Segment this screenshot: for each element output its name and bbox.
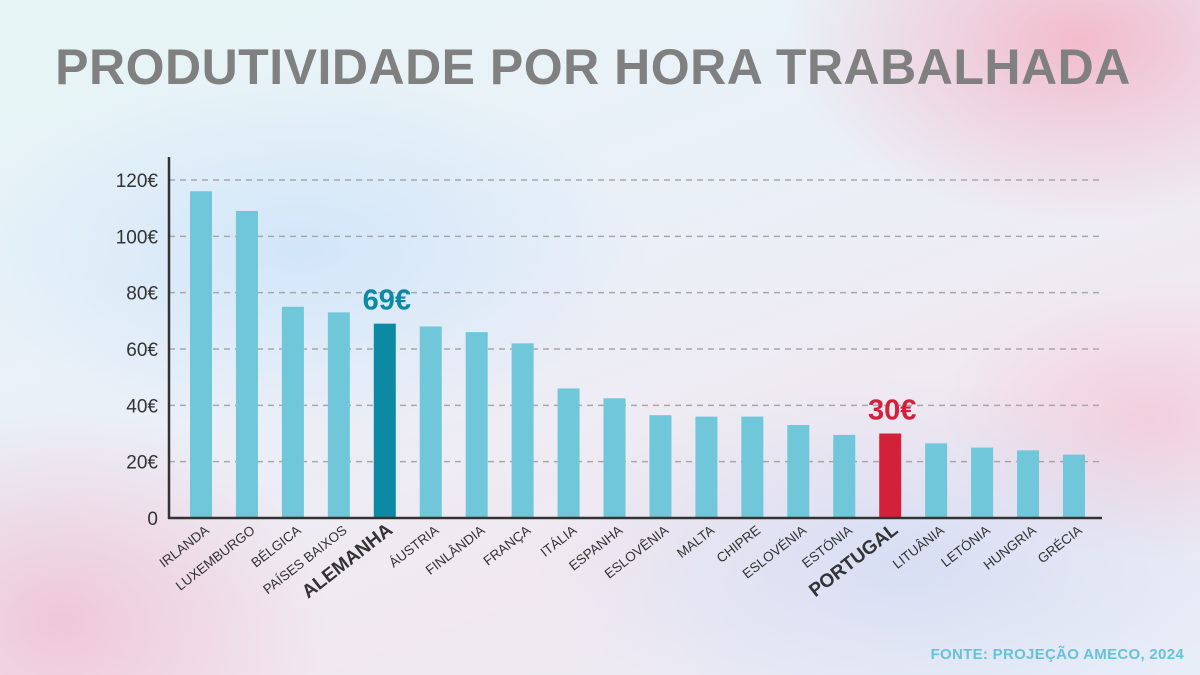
bar bbox=[373, 323, 396, 518]
bar bbox=[281, 306, 304, 518]
bar bbox=[603, 398, 626, 518]
chart-title: PRODUTIVIDADE POR HORA TRABALHADA bbox=[55, 39, 1131, 95]
bar bbox=[511, 343, 534, 518]
bar bbox=[833, 434, 856, 518]
y-tick-label: 60€ bbox=[126, 340, 158, 361]
x-category-label: FRANÇA bbox=[480, 523, 533, 569]
bar bbox=[1017, 450, 1040, 518]
bar bbox=[649, 415, 672, 518]
axes bbox=[167, 157, 1102, 520]
source-note: FONTE: PROJEÇÃO AMECO, 2024 bbox=[930, 646, 1184, 663]
value-label: 69€ bbox=[363, 285, 411, 317]
bar bbox=[465, 332, 488, 518]
bar bbox=[1063, 454, 1085, 518]
x-category-label: LUXEMBURGO bbox=[173, 523, 258, 594]
x-category-label: LITUÂNIA bbox=[890, 523, 947, 572]
y-tick-label: 0 bbox=[147, 509, 158, 530]
y-tick-label: 20€ bbox=[126, 453, 158, 474]
bars bbox=[190, 191, 1085, 518]
y-tick-label: 80€ bbox=[126, 284, 158, 305]
bar bbox=[190, 191, 212, 518]
y-tick-label: 40€ bbox=[126, 396, 158, 417]
bar bbox=[419, 326, 442, 518]
bar bbox=[879, 433, 902, 518]
bar bbox=[327, 312, 350, 518]
gridlines bbox=[169, 179, 1102, 463]
bar bbox=[557, 388, 580, 518]
bar bbox=[925, 443, 948, 518]
x-category-label: ITÁLIA bbox=[538, 523, 580, 560]
y-tick-label: 100€ bbox=[116, 227, 159, 248]
bar bbox=[235, 210, 258, 518]
bar bbox=[787, 425, 810, 518]
y-tick-labels: 0 20€ 40€ 60€ 80€ 100€ 120€ bbox=[116, 171, 159, 530]
value-label: 30€ bbox=[868, 395, 916, 427]
x-category-label: MALTA bbox=[674, 523, 717, 561]
y-tick-label: 120€ bbox=[116, 171, 159, 192]
bar bbox=[741, 416, 764, 518]
bar bbox=[971, 447, 994, 518]
bar bbox=[695, 416, 718, 518]
x-category-label: GRÉCIA bbox=[1035, 523, 1085, 567]
value-labels: 69€ 30€ bbox=[363, 285, 917, 427]
